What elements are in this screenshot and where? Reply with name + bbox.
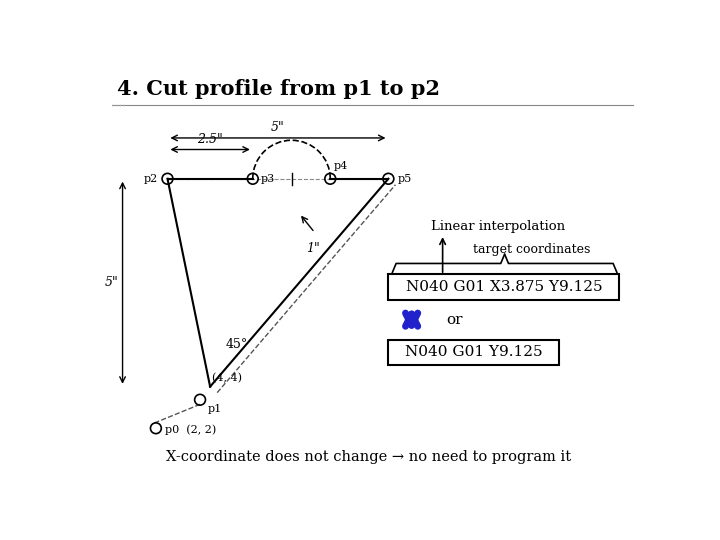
Text: 1": 1" — [306, 242, 320, 255]
Text: p4: p4 — [333, 161, 348, 171]
Text: p5: p5 — [397, 174, 412, 184]
Bar — [388, 340, 559, 365]
Text: Linear interpolation: Linear interpolation — [431, 220, 565, 233]
Text: (4, 4): (4, 4) — [212, 373, 242, 383]
Text: 4. Cut profile from p1 to p2: 4. Cut profile from p1 to p2 — [117, 79, 440, 99]
Text: N040 G01 Y9.125: N040 G01 Y9.125 — [405, 346, 542, 360]
Text: p3: p3 — [261, 174, 275, 184]
Text: 5": 5" — [271, 121, 285, 134]
Text: p2: p2 — [144, 174, 158, 184]
Text: N040 G01 X3.875 Y9.125: N040 G01 X3.875 Y9.125 — [405, 280, 602, 294]
Text: 5": 5" — [105, 276, 119, 289]
Bar — [388, 274, 619, 300]
Text: p1: p1 — [208, 404, 222, 414]
Text: 2.5": 2.5" — [197, 133, 223, 146]
Text: X-coordinate does not change → no need to program it: X-coordinate does not change → no need t… — [166, 450, 572, 464]
Text: 45°: 45° — [225, 338, 248, 351]
Text: target coordinates: target coordinates — [473, 243, 590, 256]
Text: or: or — [446, 313, 463, 327]
Text: p0  (2, 2): p0 (2, 2) — [165, 424, 217, 435]
